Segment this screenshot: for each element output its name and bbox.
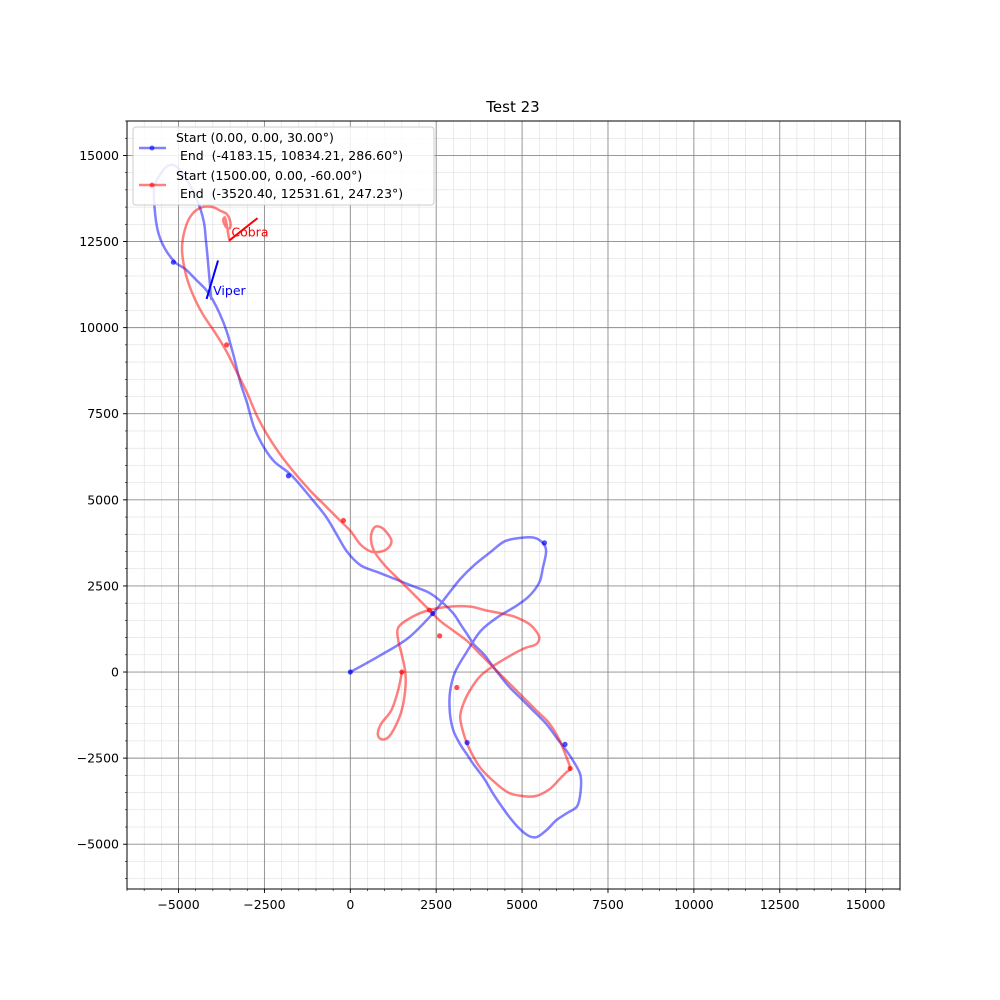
legend-marker-viper xyxy=(149,145,155,151)
x-tick-label: −5000 xyxy=(157,897,199,912)
end-label-viper: Viper xyxy=(213,283,246,298)
x-tick-label: 7500 xyxy=(592,897,624,912)
y-tick-label: 0 xyxy=(111,665,119,680)
y-tick-label: −2500 xyxy=(77,751,119,766)
y-tick-label: 15000 xyxy=(79,148,119,163)
end-label-cobra: Cobra xyxy=(231,224,268,239)
x-tick-label: 15000 xyxy=(846,897,886,912)
y-axis-ticks: −5000 −2500 0 2500 5000 7500 10000 12500 15000 xyxy=(77,120,127,879)
marker-layer xyxy=(170,259,573,772)
x-tick-label: 12500 xyxy=(760,897,800,912)
series-layer xyxy=(152,163,583,839)
label-layer: Viper Cobra xyxy=(213,224,268,297)
marker-point-viper xyxy=(541,540,548,546)
marker-point-cobra xyxy=(567,765,573,772)
major-grid xyxy=(127,121,900,889)
marker-point-cobra xyxy=(454,684,460,691)
chart-title: Test 23 xyxy=(485,98,539,116)
y-tick-label: 12500 xyxy=(79,234,119,249)
x-axis-ticks: −5000 −2500 0 2500 5000 7500 10000 12500 15000 xyxy=(126,889,901,912)
legend-entry-viper-line2: End (-4183.15, 10834.21, 286.60°) xyxy=(176,148,403,163)
y-tick-label: 7500 xyxy=(87,406,119,421)
x-tick-label: 2500 xyxy=(420,897,452,912)
marker-point-cobra xyxy=(437,633,443,639)
y-tick-label: 2500 xyxy=(87,578,119,593)
x-tick-label: 0 xyxy=(346,897,354,912)
y-tick-label: −5000 xyxy=(77,837,119,852)
y-tick-label: 10000 xyxy=(79,320,119,335)
legend-marker-cobra xyxy=(149,182,155,188)
marker-point-cobra xyxy=(399,669,405,675)
heading-layer xyxy=(205,217,259,300)
legend-entry-cobra-line1: Start (1500.00, 0.00, -60.00°) xyxy=(176,168,362,183)
marker-point-cobra xyxy=(426,607,432,613)
heading-line-cobra xyxy=(228,217,259,242)
y-tick-label: 5000 xyxy=(87,492,119,507)
x-tick-label: −2500 xyxy=(243,897,285,912)
marker-point-viper xyxy=(170,259,176,265)
marker-point-viper xyxy=(464,740,470,746)
legend: Start (0.00, 0.00, 30.00°) End (-4183.15… xyxy=(132,126,435,206)
marker-point-cobra xyxy=(224,342,230,348)
marker-point-viper xyxy=(562,741,568,747)
marker-point-cobra xyxy=(340,517,347,524)
marker-point-viper xyxy=(347,669,353,675)
trajectory-line-cobra xyxy=(180,205,572,798)
x-tick-label: 5000 xyxy=(506,897,538,912)
x-tick-label: 10000 xyxy=(674,897,714,912)
heading-line-viper xyxy=(205,260,220,300)
marker-point-viper xyxy=(430,610,436,617)
legend-box xyxy=(132,126,435,206)
marker-point-viper xyxy=(285,473,292,479)
legend-entry-cobra-line2: End (-3520.40, 12531.61, 247.23°) xyxy=(176,186,403,201)
plot-frame xyxy=(126,120,901,890)
legend-entry-viper-line1: Start (0.00, 0.00, 30.00°) xyxy=(176,130,334,145)
